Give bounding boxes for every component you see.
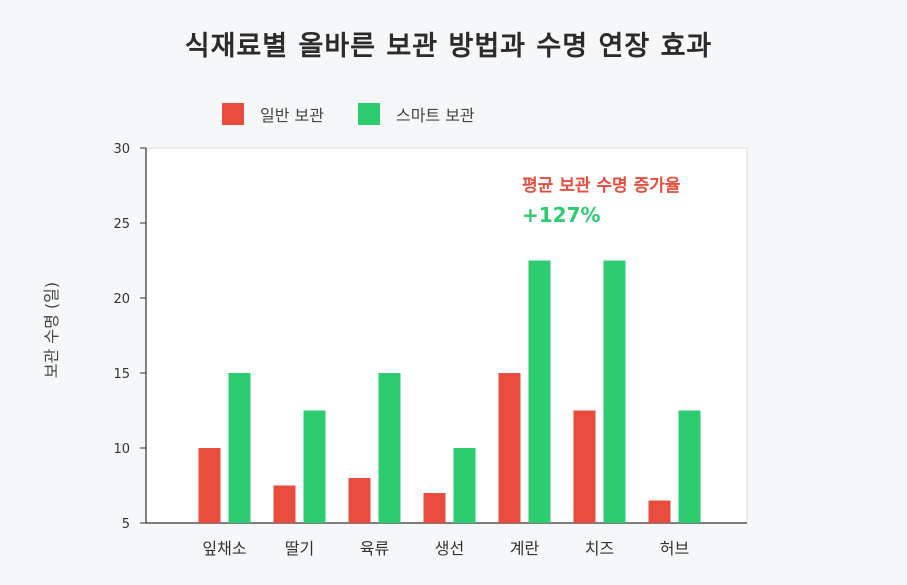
bar-normal-0[interactable] — [198, 448, 221, 523]
y-tick-label: 5 — [122, 517, 130, 532]
bar-smart-4[interactable] — [528, 260, 551, 524]
bar-smart-2[interactable] — [378, 373, 401, 523]
bar-normal-5[interactable] — [573, 410, 596, 524]
bar-normal-1[interactable] — [273, 485, 296, 524]
bar-smart-3[interactable] — [453, 448, 476, 523]
y-tick-label: 20 — [113, 292, 130, 307]
y-tick-label: 15 — [113, 367, 130, 382]
y-tick-label: 10 — [113, 442, 130, 457]
y-tick-label: 25 — [113, 217, 130, 232]
legend-swatch-smart — [357, 103, 380, 125]
bar-normal-3[interactable] — [423, 493, 446, 523]
bar-smart-1[interactable] — [303, 410, 326, 524]
x-category-label: 생선 — [435, 539, 464, 558]
legend-item-normal[interactable]: 일반 보관 — [222, 102, 324, 126]
x-category-label: 딸기 — [285, 539, 314, 558]
chart-legend: 일반 보관 스마트 보관 — [222, 102, 509, 126]
x-category-label: 잎채소 — [202, 539, 246, 558]
bar-smart-6[interactable] — [678, 410, 701, 524]
x-category-label: 허브 — [660, 539, 689, 558]
annotation-title: 평균 보관 수명 증가율 — [522, 176, 681, 196]
bar-normal-6[interactable] — [648, 500, 671, 524]
bar-smart-0[interactable] — [228, 373, 251, 523]
legend-label-smart: 스마트 보관 — [395, 106, 475, 125]
legend-label-normal: 일반 보관 — [260, 106, 324, 125]
x-category-label: 계란 — [510, 539, 540, 558]
x-category-label: 치즈 — [585, 539, 614, 558]
bar-normal-4[interactable] — [498, 373, 521, 523]
bar-smart-5[interactable] — [603, 260, 626, 524]
chart-title: 식재료별 올바른 보관 방법과 수명 연장 효과 — [184, 31, 713, 62]
legend-item-smart[interactable]: 스마트 보관 — [357, 102, 475, 126]
x-category-label: 육류 — [360, 539, 389, 558]
y-tick-label: 30 — [113, 142, 130, 157]
legend-swatch-normal — [222, 103, 244, 125]
annotation-value: +127% — [522, 203, 601, 227]
bar-normal-2[interactable] — [348, 478, 371, 523]
